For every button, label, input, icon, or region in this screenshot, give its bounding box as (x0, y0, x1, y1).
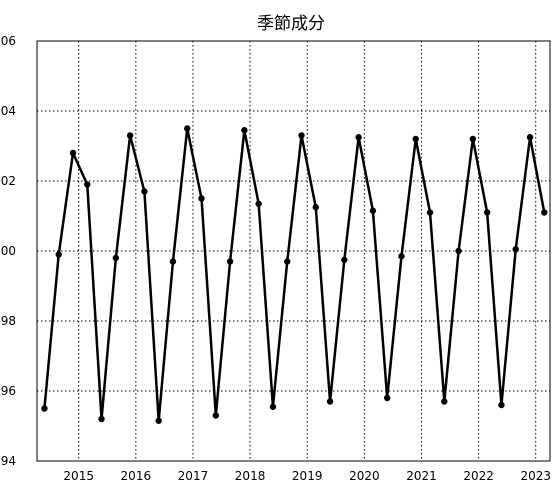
data-point (98, 415, 105, 423)
data-point (55, 251, 62, 258)
data-point (198, 195, 205, 202)
data-point (526, 134, 534, 141)
chart-title: 季節成分 (257, 14, 325, 34)
data-point (512, 246, 519, 253)
data-point (369, 207, 377, 214)
x-tick-label: 2021 (406, 469, 437, 483)
data-point (498, 401, 505, 409)
x-tick-label: 2023 (520, 469, 551, 483)
data-point (241, 127, 248, 134)
data-point (398, 253, 405, 260)
x-tick-label: 2015 (63, 469, 94, 483)
data-point (184, 125, 191, 132)
plot-frame (36, 40, 551, 462)
y-tick-label: 04 (1, 104, 16, 118)
data-point (355, 134, 362, 141)
data-point (269, 403, 277, 410)
data-point (441, 398, 448, 405)
data-point (112, 254, 120, 262)
y-tick-label: 94 (1, 454, 16, 468)
data-point (84, 181, 91, 188)
y-tick-label: 96 (1, 384, 16, 398)
data-point (155, 417, 162, 424)
series-line (43, 127, 546, 422)
data-point (483, 209, 491, 216)
data-point (126, 132, 134, 139)
x-tick-label: 2018 (235, 469, 266, 483)
x-tick-label: 2016 (121, 469, 152, 483)
x-tick-label: 2017 (178, 469, 209, 483)
y-tick-label: 06 (1, 34, 16, 48)
data-point (341, 256, 348, 263)
x-tick-label: 2022 (463, 469, 494, 483)
data-point (41, 405, 48, 412)
data-point (284, 258, 291, 265)
data-point (255, 200, 262, 207)
data-point (298, 132, 305, 139)
data-point (141, 188, 148, 195)
y-tick-label: 98 (1, 314, 16, 328)
data-point (541, 209, 548, 216)
y-tick-label: 02 (1, 174, 16, 188)
data-point (412, 135, 419, 143)
data-point (455, 247, 462, 255)
data-point (326, 398, 334, 405)
data-point (226, 258, 234, 265)
data-point (469, 135, 477, 143)
data-point (212, 412, 220, 419)
data-point (69, 149, 77, 157)
data-point (383, 394, 391, 402)
data-point (169, 258, 177, 265)
data-points (41, 125, 548, 424)
data-point (426, 209, 434, 216)
x-tick-label: 2019 (292, 469, 323, 483)
grid (37, 41, 550, 461)
x-tick-label: 2020 (349, 469, 380, 483)
y-tick-label: 00 (1, 244, 16, 258)
data-point (312, 204, 319, 211)
x-axis-ticks: 2015 2016 2017 2018 2019 2020 2021 2022 2023 (63, 469, 551, 483)
y-axis-ticks: 94 96 98 00 02 04 06 (1, 34, 16, 468)
